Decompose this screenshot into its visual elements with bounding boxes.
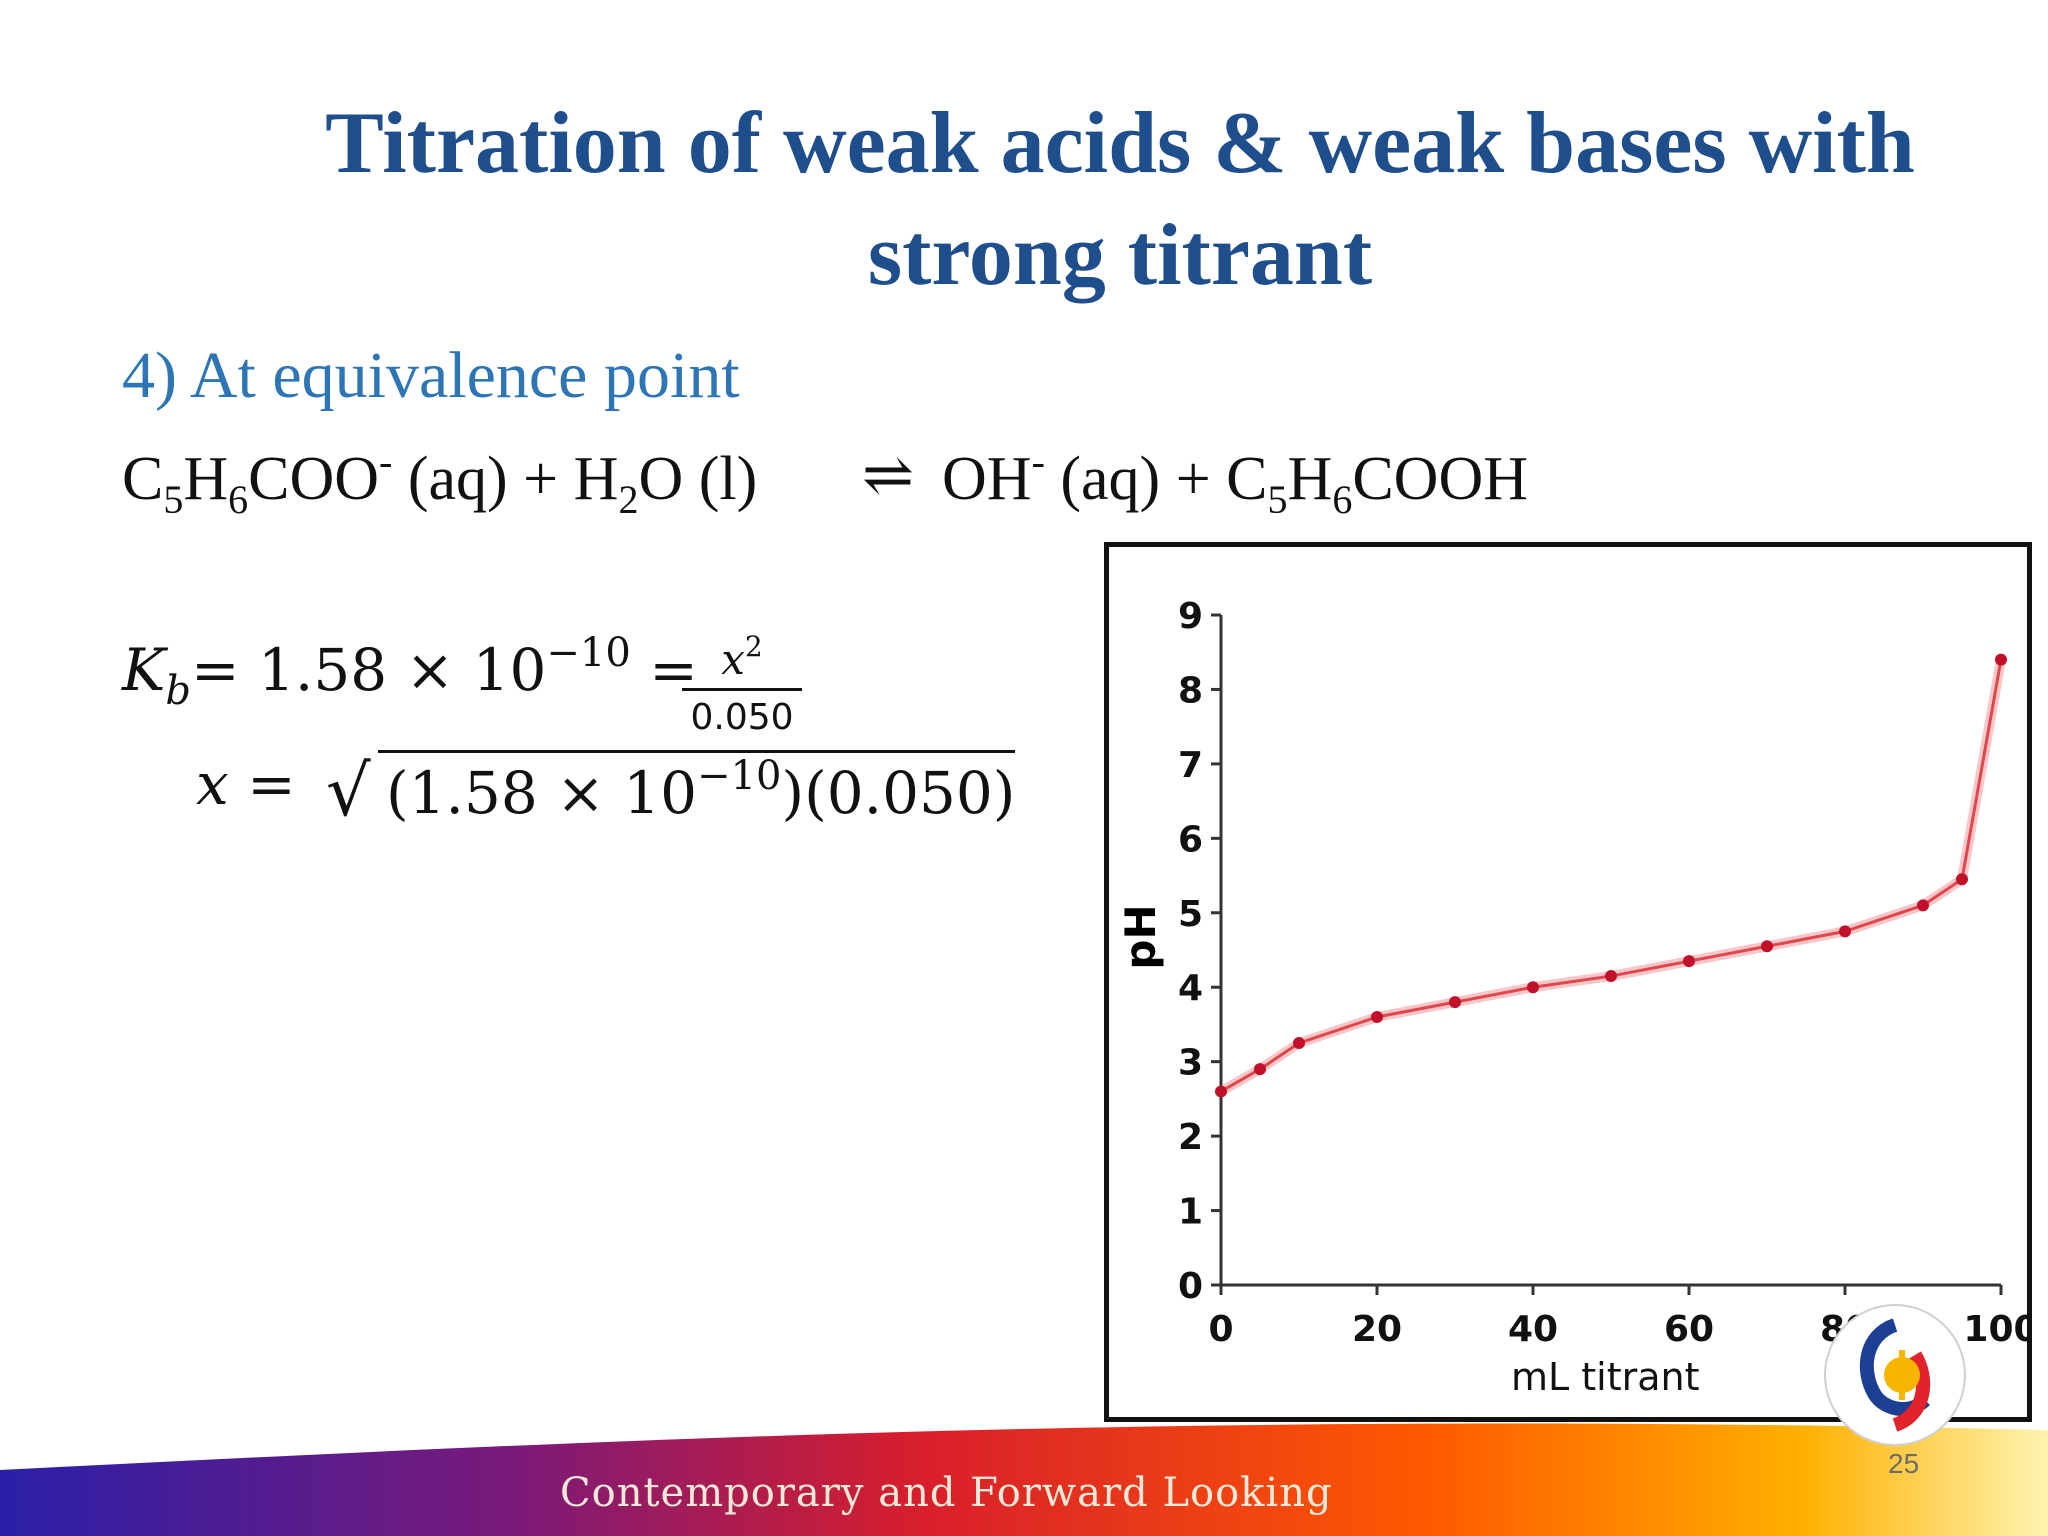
y-tick-label-2: 2 bbox=[1178, 1117, 1203, 1158]
data-point bbox=[1956, 873, 1968, 886]
reactant-c: C bbox=[122, 445, 164, 513]
y-tick-label-3: 3 bbox=[1178, 1043, 1203, 1084]
equation-reactants: C5H6COO- (aq) + H2O (l) bbox=[122, 438, 757, 523]
chart-axes bbox=[1219, 615, 2001, 1287]
numerator-x: x bbox=[721, 635, 745, 684]
y-tick-label-6: 6 bbox=[1178, 819, 1203, 860]
chart-ticks: 0123456789020406080100 bbox=[1178, 596, 2027, 1350]
series-0-halo bbox=[1218, 658, 2006, 1096]
product-charge: - bbox=[1031, 439, 1045, 484]
reactant-coo: COO bbox=[248, 445, 380, 513]
y-tick-label-5: 5 bbox=[1178, 894, 1203, 935]
chart-svg: 0123456789020406080100 pH bbox=[1116, 596, 2027, 1350]
equilibrium-arrow-icon: ⇌ bbox=[862, 442, 914, 510]
data-point bbox=[1995, 653, 2007, 666]
fraction-numerator: x2 bbox=[682, 630, 802, 684]
kb-equals: = bbox=[630, 636, 698, 704]
y-tick-label-1: 1 bbox=[1178, 1192, 1203, 1233]
title-line-2: strong titrant bbox=[867, 207, 1373, 304]
radicand-exponent: −10 bbox=[697, 753, 782, 799]
y-tick-label-0: 0 bbox=[1178, 1266, 1203, 1307]
data-point bbox=[1215, 1085, 1227, 1098]
product-cooh: COOH bbox=[1352, 445, 1528, 513]
water-sub: 2 bbox=[618, 477, 639, 522]
chemical-equation: C5H6COO- (aq) + H2O (l) ⇌ OH- (aq) + C5H… bbox=[122, 438, 1602, 522]
footer-tagline: Contemporary and Forward Looking bbox=[560, 1470, 1333, 1516]
x-axis-title: mL titrant bbox=[1511, 1355, 1700, 1399]
data-point bbox=[1293, 1037, 1305, 1050]
reactant-sub-2: 6 bbox=[228, 477, 249, 522]
data-point bbox=[1839, 925, 1851, 938]
radicand-main: (1.58 × 10 bbox=[386, 759, 698, 827]
kb-exponent: −10 bbox=[546, 630, 631, 676]
data-point bbox=[1527, 981, 1539, 994]
product-oh: OH bbox=[942, 445, 1032, 513]
university-logo-icon bbox=[1824, 1304, 1966, 1446]
slide-title: Titration of weak acids & weak bases wit… bbox=[280, 88, 1960, 312]
page-number: 25 bbox=[1888, 1448, 1920, 1479]
x-tick-label-40: 40 bbox=[1508, 1309, 1558, 1350]
kb-expression: Kb= 1.58 × 10−10 = x2 0.050 bbox=[122, 630, 822, 740]
product-rest: (aq) + C bbox=[1044, 445, 1268, 513]
radicand: (1.58 × 10−10)(0.050) bbox=[378, 750, 1016, 827]
y-tick-label-8: 8 bbox=[1178, 670, 1203, 711]
data-point bbox=[1917, 899, 1929, 912]
x-expression: x = √ (1.58 × 10−10)(0.050) bbox=[196, 750, 1016, 840]
product-h: H bbox=[1287, 445, 1333, 513]
y-tick-label-9: 9 bbox=[1178, 596, 1203, 637]
x-tick-label-100: 100 bbox=[1963, 1309, 2027, 1350]
kb-symbol: K bbox=[122, 636, 166, 704]
data-point bbox=[1683, 955, 1695, 968]
data-point bbox=[1449, 996, 1461, 1009]
footer-gradient-band bbox=[0, 1423, 2048, 1536]
y-axis-title: pH bbox=[1116, 904, 1165, 969]
kb-value: = 1.58 × 10 bbox=[190, 636, 547, 704]
reactant-h: H bbox=[183, 445, 229, 513]
kb-subscript: b bbox=[165, 668, 191, 714]
data-point bbox=[1605, 970, 1617, 983]
fraction-denominator: 0.050 bbox=[690, 697, 794, 738]
numerator-exponent: 2 bbox=[744, 630, 763, 663]
section-subheading: 4) At equivalence point bbox=[122, 339, 740, 412]
x-tick-label-0: 0 bbox=[1208, 1309, 1233, 1350]
y-tick-label-4: 4 bbox=[1178, 968, 1203, 1009]
x-tick-label-20: 20 bbox=[1352, 1309, 1402, 1350]
titration-chart: 0123456789020406080100 pH mL titrant bbox=[1104, 542, 2032, 1422]
sqrt-icon: √ bbox=[326, 750, 371, 832]
kb-fraction: x2 0.050 bbox=[682, 630, 802, 738]
radicand-tail: )(0.050) bbox=[781, 759, 1016, 827]
reactant-state: (aq) + H bbox=[392, 445, 619, 513]
water-state: O (l) bbox=[638, 445, 758, 513]
reactant-sub-1: 5 bbox=[163, 477, 184, 522]
title-line-1: Titration of weak acids & weak bases wit… bbox=[325, 95, 1915, 192]
data-point bbox=[1371, 1011, 1383, 1023]
reactant-charge: - bbox=[379, 439, 393, 484]
y-tick-label-7: 7 bbox=[1178, 745, 1203, 786]
product-sub-1: 5 bbox=[1267, 477, 1288, 522]
x-variable: x bbox=[196, 750, 229, 818]
data-point bbox=[1761, 940, 1773, 953]
fraction-bar bbox=[682, 688, 802, 691]
x-tick-label-60: 60 bbox=[1664, 1309, 1714, 1350]
product-sub-2: 6 bbox=[1332, 477, 1353, 522]
equation-products: OH- (aq) + C5H6COOH bbox=[942, 438, 1528, 523]
chart-series bbox=[1215, 653, 2007, 1098]
data-point bbox=[1254, 1063, 1266, 1076]
x-equals: = bbox=[228, 750, 296, 818]
